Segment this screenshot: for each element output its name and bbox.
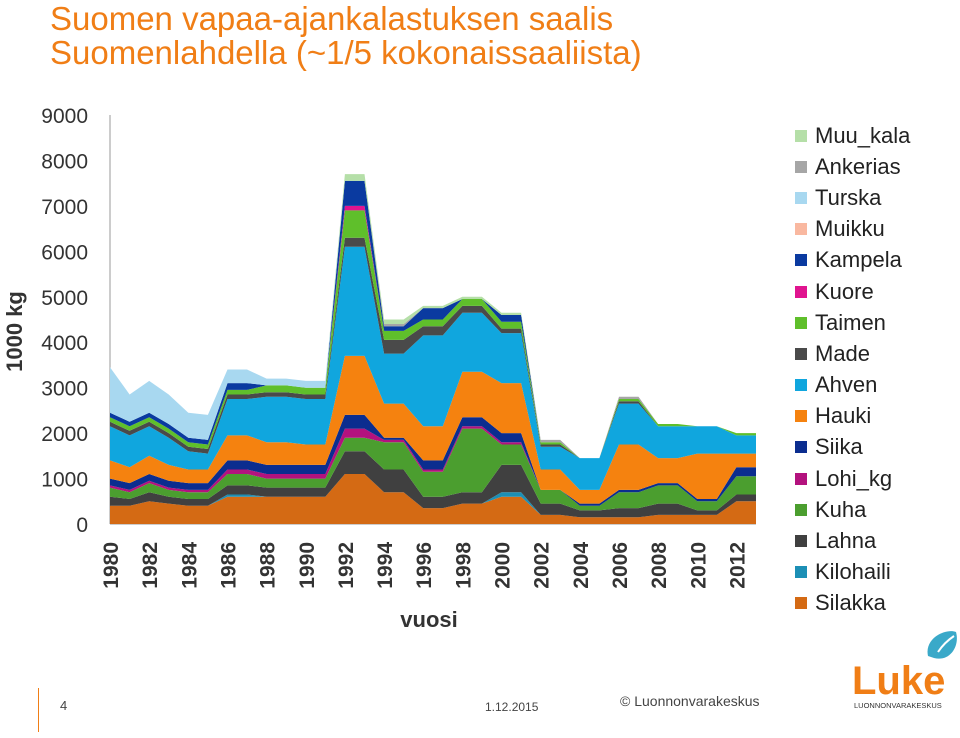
x-tick-label: 1990 (296, 542, 319, 589)
leaf-icon (927, 631, 957, 659)
legend-label: Taimen (815, 309, 886, 335)
legend-swatch (795, 254, 807, 267)
footer-date: 1.12.2015 (485, 700, 539, 714)
x-tick-label: 1996 (413, 542, 436, 589)
y-tick-label: 1000 (41, 469, 88, 492)
legend-swatch (795, 566, 807, 579)
legend-swatch (795, 472, 807, 485)
legend-label: Ankerias (815, 153, 901, 179)
legend-item-muu-kala: Muu_kala (795, 120, 910, 151)
area-series-kuha (110, 428, 756, 511)
title-line-1: Suomen vapaa-ajankalastuksen saalis (50, 0, 614, 37)
y-tick-label: 0 (76, 514, 88, 537)
logo-text: Luke (852, 659, 945, 703)
legend-item-kampela: Kampela (795, 245, 910, 276)
x-tick-label: 1980 (100, 542, 123, 589)
slide-title: Suomen vapaa-ajankalastuksen saalis Suom… (50, 2, 642, 70)
luke-logo: Luke LUONNONVARAKESKUS (852, 631, 957, 710)
legend-item-kuha: Kuha (795, 494, 910, 525)
x-tick-label: 1994 (374, 542, 397, 589)
legend-swatch (795, 347, 807, 360)
x-tick-label: 2002 (531, 542, 554, 589)
x-tick-label: 1982 (139, 542, 162, 589)
legend-swatch (795, 379, 807, 392)
y-axis-title: 1000 kg (2, 291, 27, 372)
area-series-ahven (110, 246, 756, 490)
legend-item-silakka: Silakka (795, 588, 910, 619)
chart-legend: Muu_kala Ankerias Turska Muikku Kampela Kuore… (795, 120, 910, 619)
stacked-area-chart: 0 1000 2000 3000 4000 5000 6000 7000 8000 9000 198… (2, 105, 756, 632)
y-tick-label: 9000 (41, 105, 88, 128)
legend-label: Made (815, 340, 871, 366)
legend-swatch (795, 223, 807, 236)
area-series-hauki (110, 355, 756, 504)
y-tick-label: 7000 (41, 196, 88, 219)
legend-label: Kilohaili (815, 559, 891, 585)
legend-item-kilohaili: Kilohaili (795, 557, 910, 588)
x-axis-title: vuosi (400, 607, 457, 632)
legend-label: Kampela (815, 247, 902, 273)
legend-swatch (795, 191, 807, 204)
title-line-2: Suomenlahdella (~1/5 kokonaissaaliista) (50, 34, 642, 71)
legend-label: Muu_kala (815, 122, 911, 148)
y-tick-label: 2000 (41, 423, 88, 446)
legend-swatch (795, 597, 807, 610)
legend-label: Siika (815, 434, 863, 460)
legend-item-muikku: Muikku (795, 214, 910, 245)
legend-swatch (795, 160, 807, 173)
legend-swatch (795, 129, 807, 142)
legend-label: Lahna (815, 528, 877, 554)
y-tick-label: 4000 (41, 332, 88, 355)
legend-item-taimen: Taimen (795, 307, 910, 338)
legend-swatch (795, 503, 807, 516)
legend-swatch (795, 285, 807, 298)
x-tick-label: 2008 (648, 542, 671, 589)
logo-subtext: LUONNONVARAKESKUS (854, 701, 942, 710)
x-tick-label: 1992 (335, 542, 358, 589)
legend-label: Silakka (815, 590, 886, 616)
x-tick-label: 2006 (609, 542, 632, 589)
area-series-lahna (110, 451, 756, 518)
y-tick-label: 3000 (41, 378, 88, 401)
legend-label: Kuha (815, 496, 867, 522)
x-tick-label: 1988 (257, 542, 280, 589)
legend-item-ankerias: Ankerias (795, 151, 910, 182)
x-tick-label: 2012 (726, 542, 749, 589)
legend-item-siika: Siika (795, 432, 910, 463)
legend-label: Lohi_kg (815, 465, 893, 491)
legend-swatch (795, 535, 807, 548)
legend-item-lahna: Lahna (795, 525, 910, 556)
x-tick-label: 2010 (687, 542, 710, 589)
legend-swatch (795, 316, 807, 329)
legend-swatch (795, 410, 807, 423)
legend-label: Turska (815, 184, 882, 210)
legend-label: Muikku (815, 216, 885, 242)
x-tick-label: 1998 (452, 542, 475, 589)
y-tick-label: 8000 (41, 150, 88, 173)
area-series-kampela (110, 180, 756, 459)
area-series-silakka (110, 474, 756, 524)
y-tick-label: 6000 (41, 241, 88, 264)
legend-item-hauki: Hauki (795, 401, 910, 432)
y-tick-label: 5000 (41, 287, 88, 310)
area-series-kilohaili (110, 474, 756, 518)
legend-item-turska: Turska (795, 182, 910, 213)
legend-item-ahven: Ahven (795, 370, 910, 401)
page-number: 4 (60, 698, 68, 713)
legend-item-kuore: Kuore (795, 276, 910, 307)
legend-label: Hauki (815, 403, 872, 429)
x-tick-label: 2000 (492, 542, 515, 589)
x-tick-label: 1986 (217, 542, 240, 589)
legend-label: Kuore (815, 278, 874, 304)
legend-item-lohi-kg: Lohi_kg (795, 463, 910, 494)
x-tick-label: 2004 (570, 542, 593, 589)
legend-label: Ahven (815, 372, 878, 398)
footer-copyright: © Luonnonvarakeskus (620, 693, 760, 709)
x-tick-label: 1984 (178, 542, 201, 589)
footer-divider (38, 688, 39, 732)
area-series-taimen (110, 210, 756, 459)
legend-item-made: Made (795, 338, 910, 369)
legend-swatch (795, 441, 807, 454)
